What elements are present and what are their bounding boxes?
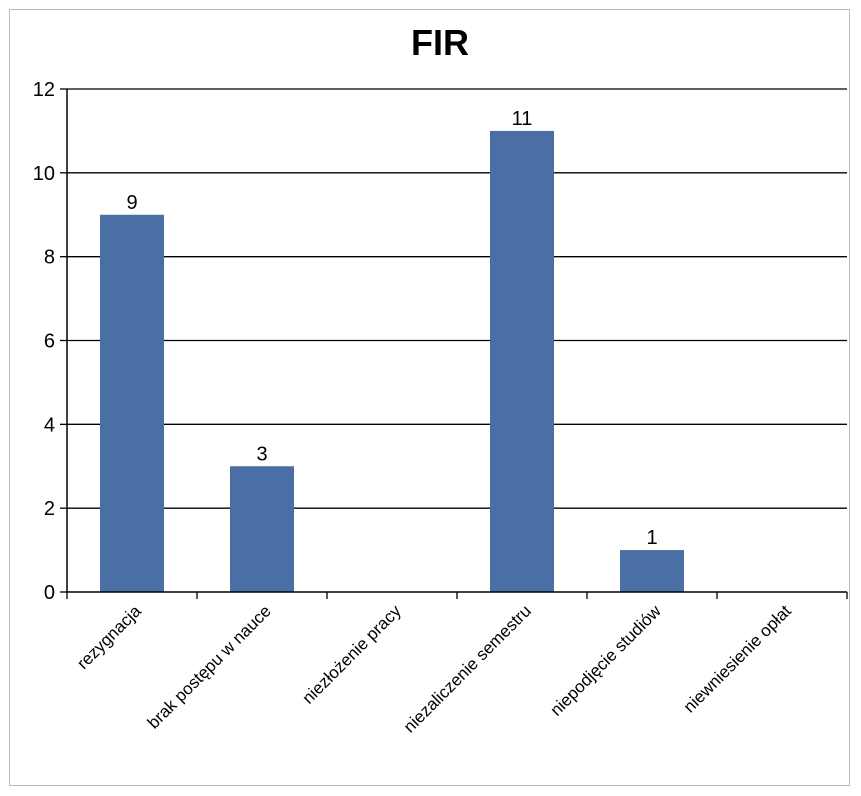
x-category-label: niepodjęcie studiów [546, 601, 665, 720]
axes [60, 88, 848, 599]
bar [100, 214, 164, 592]
data-label: 9 [126, 192, 137, 214]
x-category-label: niewniesienie opłat [680, 601, 795, 716]
y-tick-label: 10 [33, 163, 55, 185]
data-label: 11 [512, 108, 533, 130]
y-tick-label: 0 [44, 582, 55, 604]
x-category-label: brak postępu w nauce [144, 601, 275, 732]
data-label: 3 [256, 443, 267, 465]
data-label: 1 [646, 527, 657, 549]
x-category-label: rezygnacja [73, 601, 145, 673]
bars [100, 130, 684, 592]
y-tick-label: 4 [44, 414, 55, 436]
y-tick-label: 12 [33, 79, 55, 101]
y-tick-label: 8 [44, 247, 55, 269]
bar [230, 466, 294, 592]
x-category-label: niezaliczenie semestru [400, 601, 535, 736]
gridlines [67, 88, 847, 509]
y-tick-label: 2 [44, 498, 55, 520]
bar [490, 130, 554, 592]
y-axis-tick-labels: 0 2 4 6 8 10 12 [33, 79, 55, 604]
y-tick-label: 6 [44, 331, 55, 353]
chart-title: FIR [411, 22, 469, 63]
x-category-label: niezłożenie pracy [299, 601, 406, 708]
bar [620, 550, 684, 592]
